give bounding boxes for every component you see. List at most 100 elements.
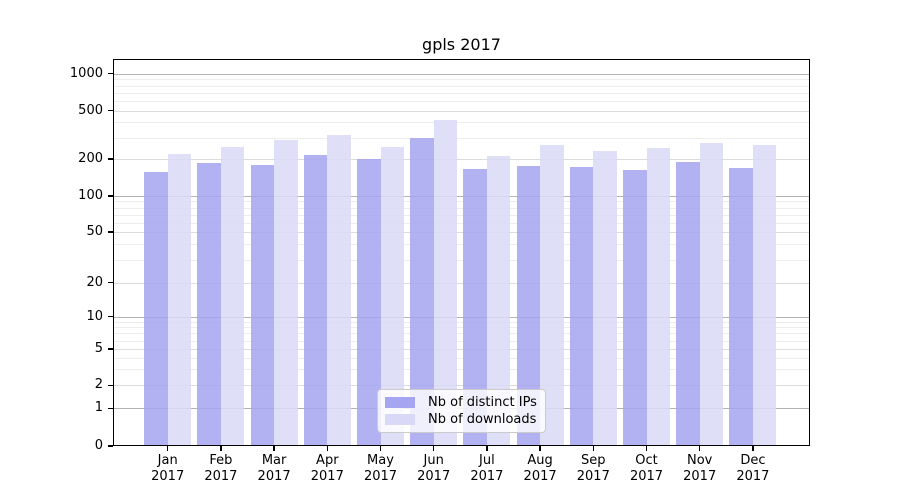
legend-swatch-distinct-ips xyxy=(385,397,415,408)
y-major-gridline xyxy=(113,385,810,387)
y-axis-tick xyxy=(108,445,113,447)
bar-oct-distinct-ips xyxy=(623,169,647,446)
bar-sep-distinct-ips xyxy=(569,167,594,446)
x-tick-year: 2017 xyxy=(629,468,664,484)
bar-mar-downloads xyxy=(274,139,298,446)
x-tick-label: May 2017 xyxy=(351,453,411,484)
y-minor-gridline xyxy=(113,369,810,371)
legend-swatch-downloads xyxy=(385,414,415,425)
y-tick-label: 20 xyxy=(86,274,103,290)
y-minor-gridline xyxy=(113,260,810,262)
y-minor-gridline xyxy=(113,244,810,246)
y-minor-gridline xyxy=(113,333,810,335)
y-minor-gridline xyxy=(113,201,810,203)
x-tick-label: Jun 2017 xyxy=(404,453,464,484)
x-tick-label: Apr 2017 xyxy=(297,453,357,484)
bar-apr-distinct-ips xyxy=(303,155,328,446)
legend: Nb of distinct IPs Nb of downloads xyxy=(377,389,546,433)
legend-entry-downloads: Nb of downloads xyxy=(385,411,537,428)
y-minor-gridline xyxy=(113,92,810,94)
bar-jan-distinct-ips xyxy=(144,171,168,446)
x-tick-month: Dec xyxy=(740,453,766,468)
x-tick-month: Sep xyxy=(581,453,606,468)
y-minor-gridline xyxy=(113,340,810,342)
bar-aug-distinct-ips xyxy=(516,166,541,446)
x-tick-label: Oct 2017 xyxy=(617,453,677,484)
x-tick-year: 2017 xyxy=(310,468,344,484)
x-tick-month: Mar xyxy=(261,453,287,468)
y-tick-label: 2 xyxy=(94,377,103,393)
bar-feb-distinct-ips xyxy=(197,162,221,446)
y-minor-gridline xyxy=(113,357,810,359)
x-tick-month: Apr xyxy=(316,453,339,468)
y-axis-tick xyxy=(108,282,113,284)
x-tick-month: Jun xyxy=(423,453,444,468)
y-tick-label: 200 xyxy=(78,151,103,166)
y-minor-gridline xyxy=(113,327,810,329)
x-axis-tick xyxy=(220,446,222,451)
bar-aug-downloads xyxy=(540,144,564,446)
y-minor-gridline xyxy=(113,122,810,124)
x-tick-label: Dec 2017 xyxy=(723,453,783,484)
x-axis-tick xyxy=(539,446,541,451)
bar-jun-distinct-ips xyxy=(410,137,434,446)
y-minor-gridline xyxy=(113,85,810,87)
x-axis-tick xyxy=(752,446,754,451)
y-minor-gridline xyxy=(113,321,810,323)
x-axis-tick xyxy=(326,446,328,451)
bar-dec-distinct-ips xyxy=(729,168,753,446)
y-tick-label: 5 xyxy=(94,341,103,356)
chart-title: gpls 2017 xyxy=(422,35,501,54)
y-tick-label: 1000 xyxy=(69,65,103,81)
y-major-gridline xyxy=(113,159,810,160)
x-tick-label: Aug 2017 xyxy=(510,453,570,484)
y-major-gridline xyxy=(113,349,810,350)
bar-jul-distinct-ips xyxy=(463,168,487,446)
y-axis-tick xyxy=(108,158,113,160)
x-tick-label: Nov 2017 xyxy=(670,453,730,484)
y-minor-gridline xyxy=(113,100,810,102)
y-axis-tick xyxy=(108,231,113,233)
x-axis-tick xyxy=(699,446,701,451)
bar-sep-downloads xyxy=(593,150,617,446)
y-axis-tick xyxy=(108,316,113,318)
bar-may-distinct-ips xyxy=(357,159,381,446)
y-axis-tick xyxy=(108,73,113,75)
x-tick-month: Aug xyxy=(527,453,553,468)
x-tick-year: 2017 xyxy=(257,468,291,484)
bar-nov-distinct-ips xyxy=(676,162,700,446)
bar-feb-downloads xyxy=(220,146,245,446)
y-major-gridline xyxy=(113,110,810,112)
x-axis-tick xyxy=(433,446,435,451)
y-minor-gridline xyxy=(113,137,810,139)
y-minor-gridline xyxy=(113,222,810,224)
plot-area: 0 1 2 5 10 20 50 100 200 500 1000 Jan 2017 Feb 2017 Mar… xyxy=(70,59,810,484)
x-tick-year: 2017 xyxy=(363,468,398,484)
bar-may-downloads xyxy=(380,146,404,446)
y-tick-label: 50 xyxy=(86,224,103,239)
bar-dec-downloads xyxy=(752,144,777,446)
y-major-gridline xyxy=(113,282,810,284)
y-major-gridline xyxy=(113,73,810,75)
y-minor-gridline xyxy=(113,207,810,209)
x-tick-label: Sep 2017 xyxy=(563,453,623,484)
x-tick-year: 2017 xyxy=(576,468,610,484)
bar-jun-downloads xyxy=(433,119,458,446)
y-tick-label: 100 xyxy=(78,188,103,203)
y-major-gridline xyxy=(113,232,810,233)
y-minor-gridline xyxy=(113,79,810,81)
y-tick-label: 0 xyxy=(94,438,103,453)
bar-oct-downloads xyxy=(646,147,670,446)
x-axis-tick xyxy=(486,446,488,451)
x-axis-tick xyxy=(379,446,382,451)
x-tick-month: May xyxy=(367,453,394,468)
y-major-gridline xyxy=(113,316,810,318)
bar-nov-downloads xyxy=(699,142,724,446)
y-major-gridline xyxy=(113,196,810,197)
x-tick-year: 2017 xyxy=(470,468,504,484)
x-tick-year: 2017 xyxy=(204,468,238,484)
x-axis-tick xyxy=(273,446,275,451)
legend-entry-distinct-ips: Nb of distinct IPs xyxy=(385,394,537,411)
x-tick-month: Feb xyxy=(209,453,233,468)
